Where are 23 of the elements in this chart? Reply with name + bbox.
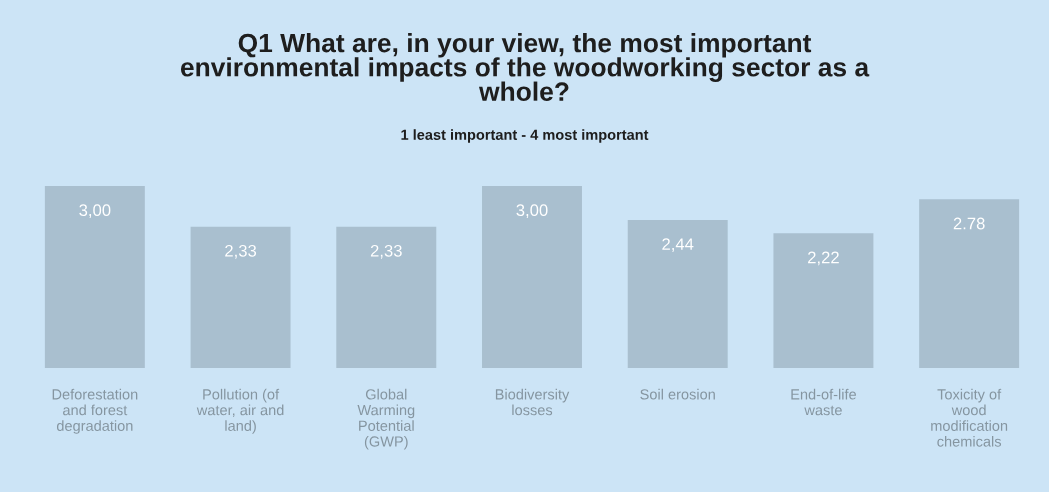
x-tick-label: Toxicity of wood modification chemicals [931,388,1008,447]
data-label: 2.78 [953,217,985,230]
bar [336,226,437,368]
bar [773,233,874,368]
bar [627,219,728,368]
x-tick-label: Deforestation and forest degradation [52,388,138,434]
x-tick-label: Biodiversity losses [495,388,570,416]
data-label: 2,33 [225,244,257,259]
data-label: 3,00 [516,204,548,219]
data-label: 2,44 [662,238,694,252]
data-label: 3,00 [79,204,111,219]
data-label: 2,22 [808,251,839,266]
data-label: 2,33 [370,244,402,259]
bar [482,186,582,368]
bar [919,199,1020,368]
bar [44,186,145,368]
x-tick-label: Pollution (of water, air and land) [196,388,284,434]
x-tick-label: End-of-life waste [791,388,857,416]
chart-subtitle: 1 least important - 4 most important [401,129,649,143]
chart-title: Q1 What are, in your view, the most important environmental impacts of the woodworking sector as a whole? [180,33,870,101]
bar [190,226,291,368]
x-tick-label: Soil erosion [640,388,715,400]
x-tick-label: Global Warming Potential (GWP) [357,388,415,450]
